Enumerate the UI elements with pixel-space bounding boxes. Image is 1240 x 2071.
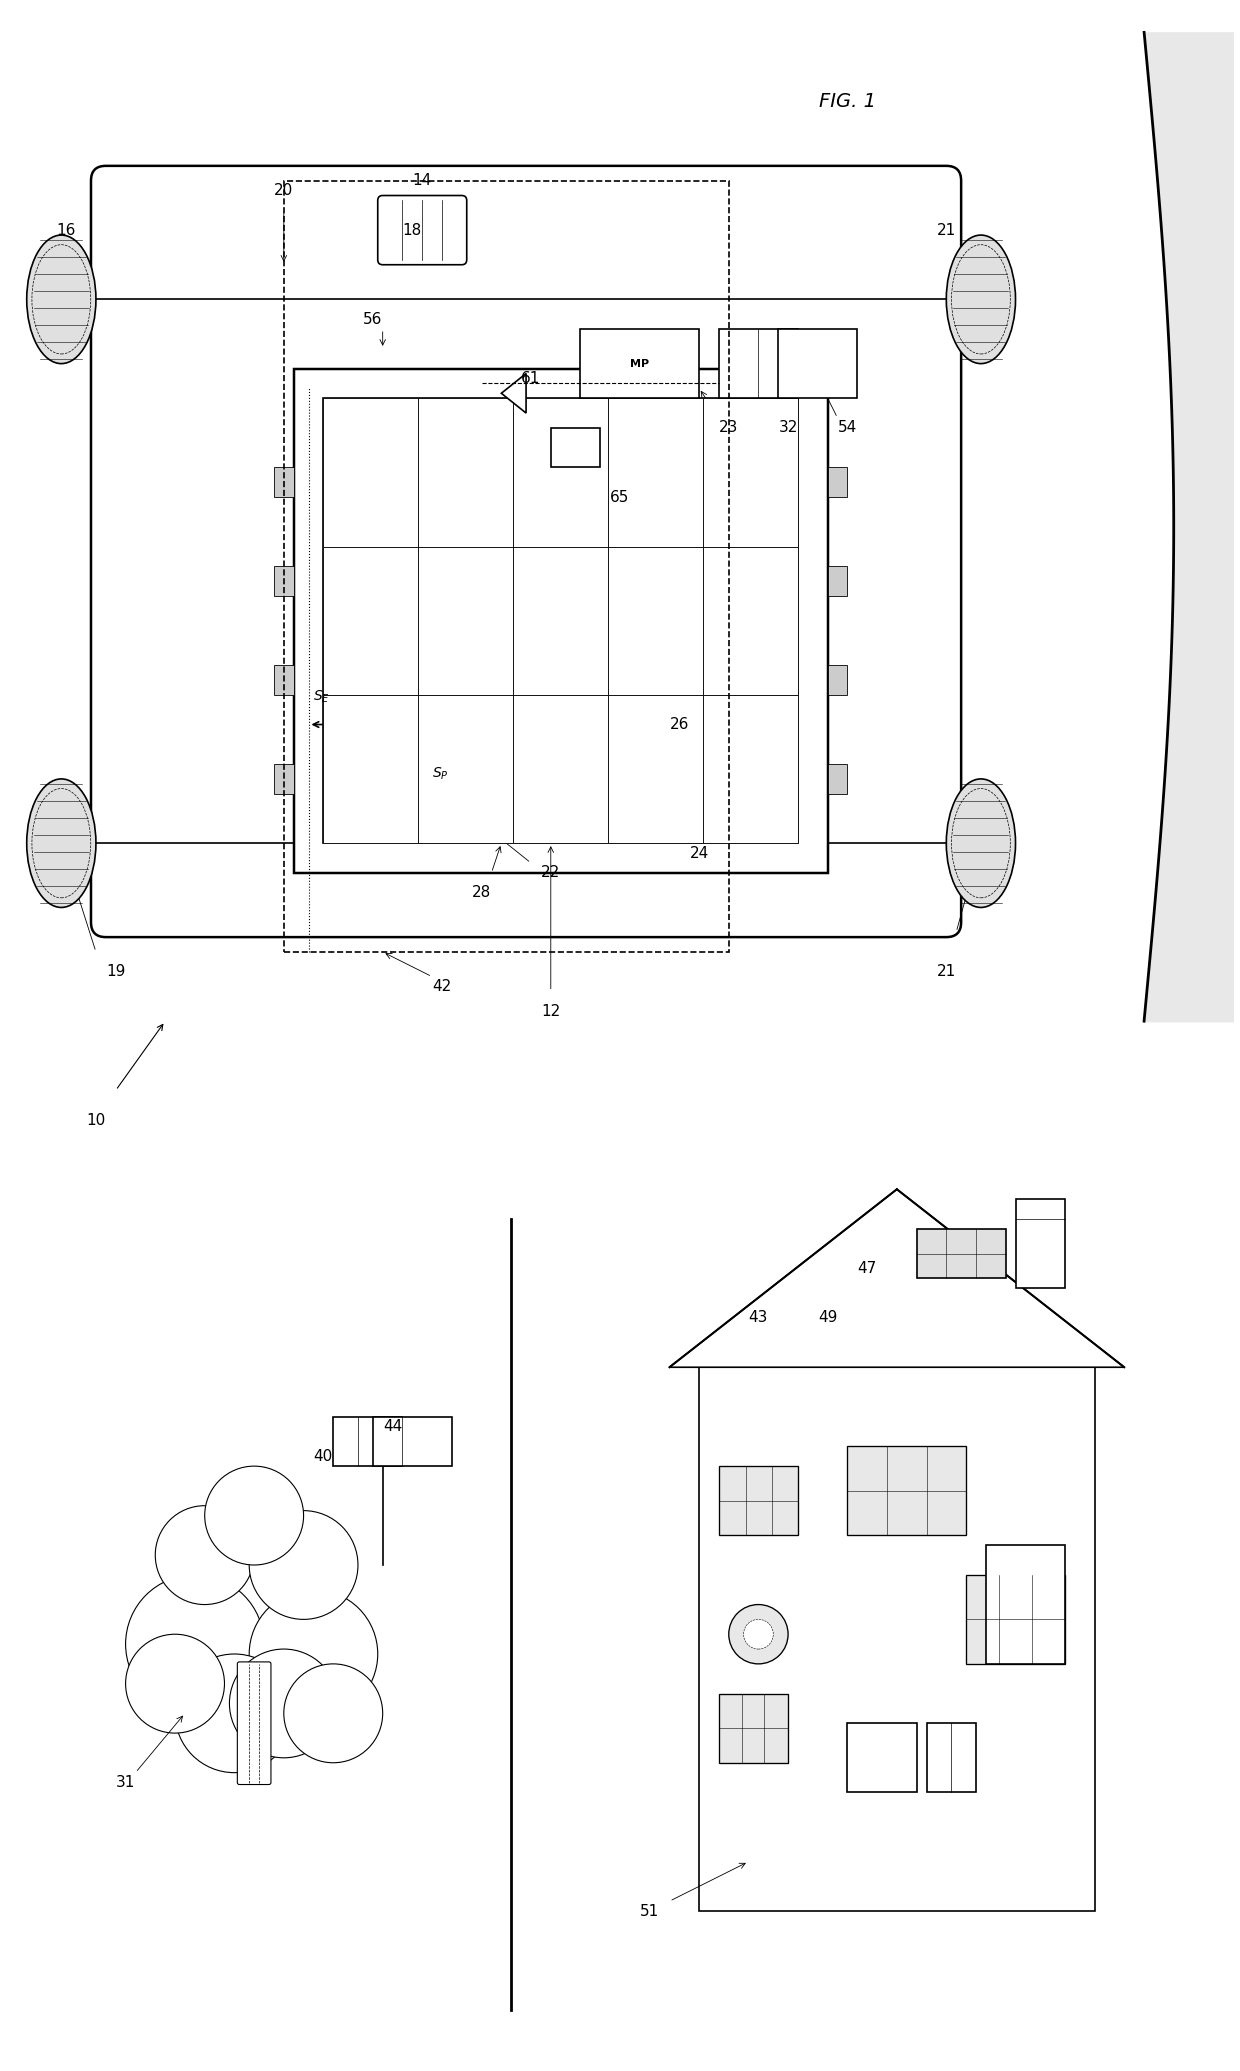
Text: 42: 42 [433, 980, 451, 994]
Bar [324, 398, 799, 843]
Bar [513, 696, 608, 843]
Text: 19: 19 [107, 965, 125, 980]
Bar [274, 565, 294, 596]
Bar [513, 547, 608, 696]
Bar [847, 1723, 916, 1791]
Circle shape [249, 1510, 358, 1620]
Circle shape [125, 1634, 224, 1733]
Text: 47: 47 [858, 1261, 877, 1276]
Text: 10: 10 [87, 1112, 105, 1127]
Bar [827, 565, 847, 596]
Bar [827, 468, 847, 497]
Text: $S_E$: $S_E$ [314, 688, 330, 704]
Bar [324, 398, 418, 547]
Text: 31: 31 [115, 1775, 135, 1789]
Circle shape [175, 1655, 294, 1773]
Bar [827, 764, 847, 793]
Bar [284, 180, 729, 953]
Ellipse shape [946, 236, 1016, 364]
Text: 49: 49 [818, 1311, 837, 1325]
Bar [274, 468, 294, 497]
Ellipse shape [27, 236, 95, 364]
Bar [373, 1417, 451, 1466]
Text: 28: 28 [472, 884, 491, 901]
Bar [580, 329, 699, 398]
Polygon shape [501, 373, 526, 412]
Bar [719, 329, 799, 398]
Bar [966, 1574, 1065, 1663]
Text: 16: 16 [57, 222, 76, 238]
Ellipse shape [946, 779, 1016, 907]
Bar [608, 547, 703, 696]
Bar [513, 398, 608, 547]
Bar [418, 696, 513, 843]
Bar [699, 1367, 1095, 1912]
Bar [847, 1446, 966, 1535]
Text: 54: 54 [838, 420, 857, 435]
Bar [827, 665, 847, 696]
Circle shape [744, 1620, 774, 1649]
Text: 44: 44 [383, 1419, 402, 1433]
Circle shape [205, 1466, 304, 1566]
Circle shape [284, 1663, 383, 1762]
FancyBboxPatch shape [378, 195, 466, 265]
Bar [274, 665, 294, 696]
Bar [274, 764, 294, 793]
Text: $S_P$: $S_P$ [432, 766, 449, 783]
Text: 40: 40 [314, 1450, 334, 1464]
Bar [418, 398, 513, 547]
Bar [294, 369, 827, 872]
Circle shape [249, 1591, 378, 1719]
FancyBboxPatch shape [91, 166, 961, 936]
Text: 56: 56 [363, 311, 382, 327]
Bar [719, 1466, 799, 1535]
Bar [703, 547, 799, 696]
Text: 21: 21 [936, 965, 956, 980]
Text: 20: 20 [274, 182, 294, 199]
Text: 65: 65 [610, 489, 630, 505]
Bar [703, 398, 799, 547]
Bar [418, 547, 513, 696]
Circle shape [165, 1495, 343, 1673]
Text: 18: 18 [403, 222, 422, 238]
Circle shape [155, 1506, 254, 1605]
Text: 22: 22 [541, 866, 560, 880]
Ellipse shape [27, 779, 95, 907]
Text: 51: 51 [640, 1903, 660, 1918]
Bar [324, 696, 418, 843]
Polygon shape [670, 1189, 1125, 1367]
Text: FIG. 1: FIG. 1 [818, 91, 875, 112]
Bar [926, 1723, 976, 1791]
Text: 23: 23 [719, 420, 739, 435]
Text: 21: 21 [936, 222, 956, 238]
Bar [551, 429, 600, 468]
Text: 32: 32 [779, 420, 797, 435]
Text: MP: MP [630, 358, 650, 369]
Text: 61: 61 [521, 371, 541, 385]
Text: 14: 14 [413, 174, 432, 188]
Bar [719, 1694, 789, 1762]
Bar [703, 696, 799, 843]
Text: 24: 24 [689, 845, 709, 862]
Circle shape [729, 1605, 789, 1663]
Bar [986, 1545, 1065, 1663]
Text: 26: 26 [670, 717, 689, 731]
Bar [608, 696, 703, 843]
FancyBboxPatch shape [237, 1661, 272, 1785]
Bar [324, 547, 418, 696]
Bar [779, 329, 857, 398]
Circle shape [125, 1574, 264, 1713]
Circle shape [229, 1649, 339, 1758]
Bar [608, 398, 703, 547]
FancyBboxPatch shape [916, 1228, 1006, 1278]
Bar [334, 1417, 403, 1466]
Bar [1016, 1199, 1065, 1288]
Text: 43: 43 [749, 1311, 768, 1325]
Text: 12: 12 [541, 1004, 560, 1019]
